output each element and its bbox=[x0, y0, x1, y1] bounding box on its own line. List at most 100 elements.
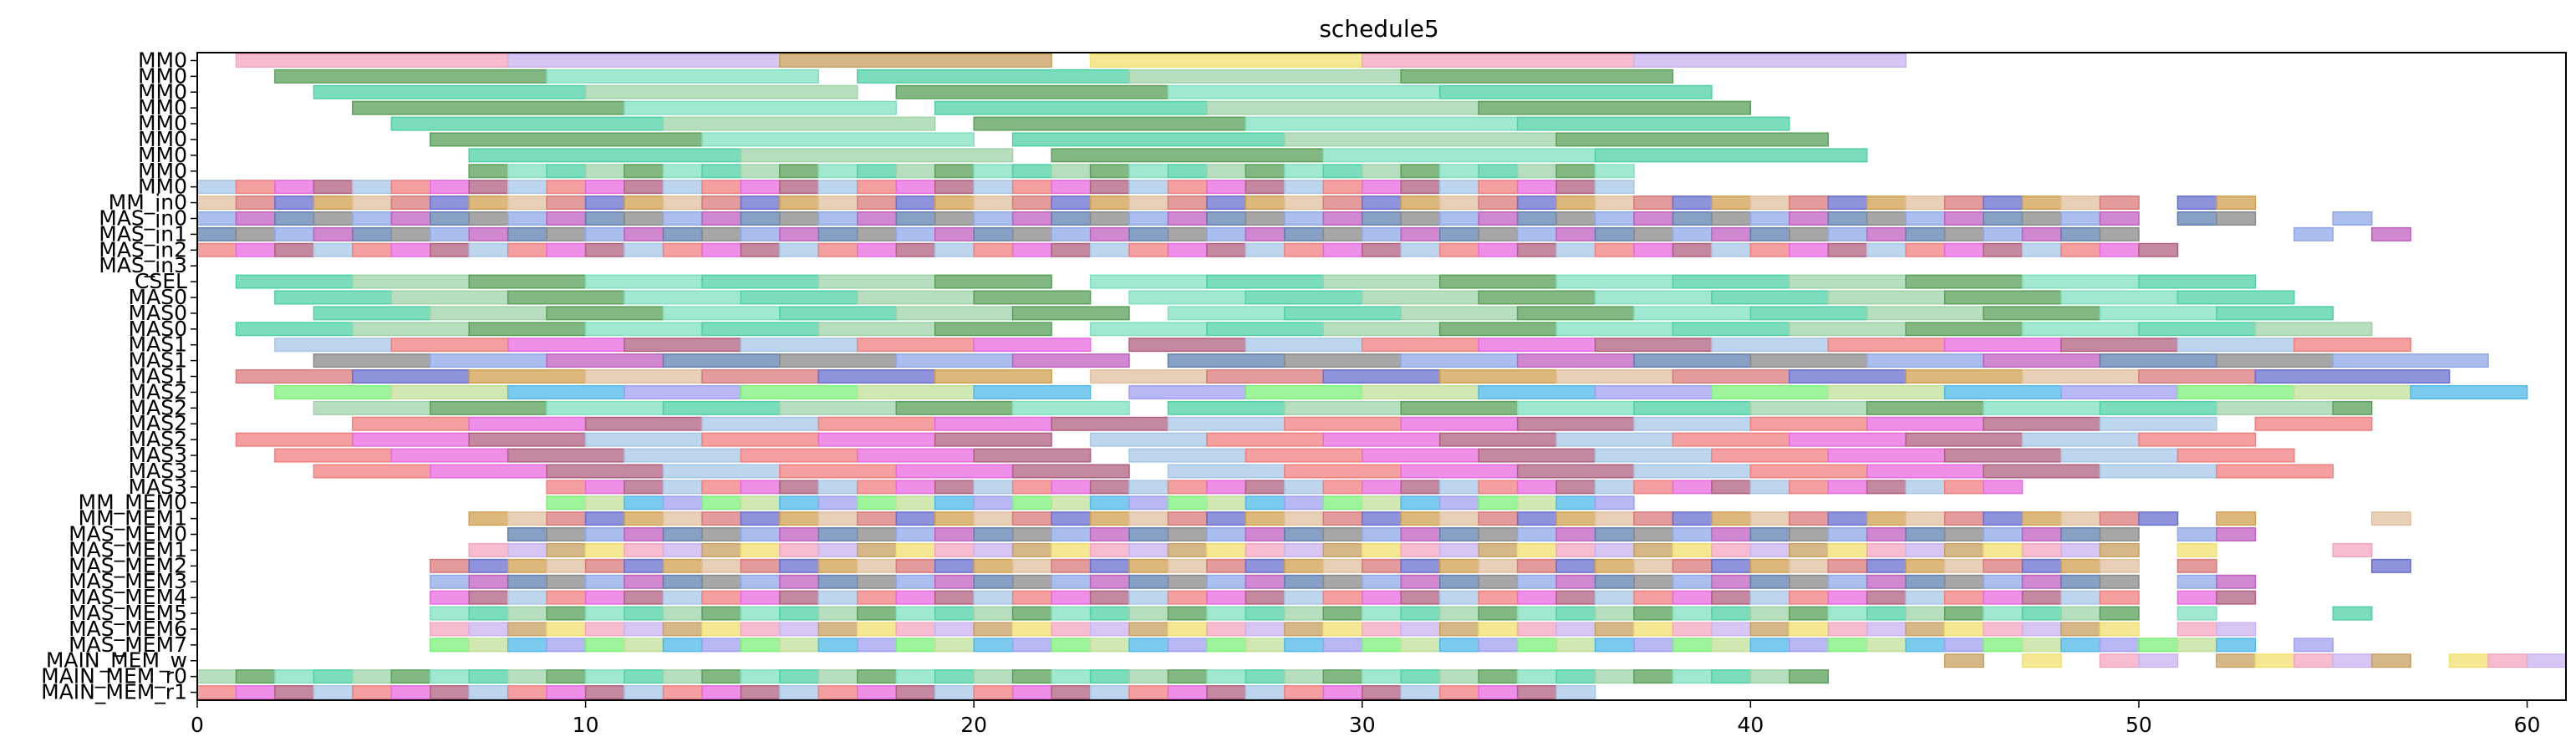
task-bar bbox=[1711, 290, 1830, 305]
task-bar bbox=[1128, 196, 1169, 211]
task-bar bbox=[235, 211, 276, 226]
task-bar bbox=[1362, 495, 1403, 511]
task-bar bbox=[1672, 480, 1713, 495]
task-bar bbox=[1905, 211, 1946, 226]
task-bar bbox=[1284, 480, 1325, 495]
task-bar bbox=[2216, 653, 2257, 668]
task-bar bbox=[1089, 480, 1130, 495]
task-bar bbox=[973, 226, 1014, 241]
task-bar bbox=[1206, 495, 1247, 511]
task-bar bbox=[468, 196, 509, 211]
task-bar bbox=[1711, 638, 1752, 653]
task-bar bbox=[1128, 638, 1169, 653]
task-bar bbox=[1516, 353, 1635, 368]
task-bar bbox=[1789, 196, 1830, 211]
task-bar bbox=[817, 416, 936, 431]
task-bar bbox=[507, 164, 547, 179]
task-bar bbox=[1866, 211, 1907, 226]
task-bar bbox=[430, 464, 547, 479]
task-bar bbox=[1362, 480, 1403, 495]
task-bar bbox=[1672, 622, 1713, 637]
task-bar bbox=[662, 685, 703, 700]
task-bar bbox=[1672, 638, 1713, 653]
task-bar bbox=[1245, 116, 1519, 131]
task-bar bbox=[1866, 306, 1984, 321]
task-bar bbox=[1983, 606, 2024, 621]
task-bar bbox=[934, 211, 975, 226]
task-bar bbox=[313, 226, 354, 241]
task-bar bbox=[1362, 606, 1403, 621]
task-bar bbox=[934, 369, 1052, 384]
task-bar bbox=[1672, 211, 1713, 226]
task-bar bbox=[817, 542, 858, 557]
task-bar bbox=[1400, 464, 1519, 479]
task-bar bbox=[2176, 590, 2217, 605]
task-bar bbox=[1711, 511, 1752, 526]
task-bar bbox=[1128, 606, 1169, 621]
task-bar bbox=[1711, 196, 1752, 211]
task-bar bbox=[817, 511, 858, 526]
task-bar bbox=[546, 480, 587, 495]
task-bar bbox=[1711, 542, 1752, 557]
task-bar bbox=[1789, 511, 1830, 526]
task-bar bbox=[740, 180, 781, 195]
task-bar bbox=[1555, 226, 1596, 241]
task-bar bbox=[1167, 495, 1208, 511]
task-bar bbox=[857, 226, 898, 241]
task-bar bbox=[662, 400, 781, 415]
y-tick-label: MAS2 bbox=[129, 411, 187, 435]
task-bar bbox=[1011, 495, 1052, 511]
task-bar bbox=[1905, 527, 1946, 542]
task-bar bbox=[662, 242, 703, 257]
x-tick-label: 0 bbox=[191, 713, 204, 737]
task-bar bbox=[1167, 211, 1208, 226]
task-bar bbox=[1322, 495, 1363, 511]
task-bar bbox=[1206, 590, 1247, 605]
task-bar bbox=[740, 685, 781, 700]
task-bar bbox=[740, 622, 781, 637]
task-bar bbox=[1866, 558, 1907, 573]
task-bar bbox=[1478, 226, 1519, 241]
task-bar bbox=[1167, 542, 1208, 557]
task-bar bbox=[584, 274, 703, 289]
task-bar bbox=[2370, 558, 2411, 573]
task-bar bbox=[430, 400, 547, 415]
task-bar bbox=[352, 369, 470, 384]
task-bar bbox=[2216, 400, 2334, 415]
task-bar bbox=[1943, 290, 2062, 305]
task-bar bbox=[1245, 448, 1363, 463]
task-bar bbox=[1438, 590, 1479, 605]
task-bar bbox=[1322, 638, 1363, 653]
task-bar bbox=[779, 669, 820, 684]
task-bar bbox=[857, 180, 898, 195]
y-tick-label: MAIN_MEM_r1 bbox=[41, 680, 187, 704]
task-bar bbox=[1438, 211, 1479, 226]
task-bar bbox=[1555, 590, 1596, 605]
task-bar bbox=[1516, 196, 1557, 211]
task-bar bbox=[624, 338, 742, 353]
task-bar bbox=[2370, 226, 2411, 241]
task-bar bbox=[701, 511, 742, 526]
task-bar bbox=[662, 590, 703, 605]
task-bar bbox=[662, 306, 781, 321]
task-bar bbox=[1633, 196, 1674, 211]
task-bar bbox=[468, 606, 509, 621]
task-bar bbox=[1011, 622, 1052, 637]
task-bar bbox=[1594, 180, 1635, 195]
task-bar bbox=[1478, 196, 1519, 211]
task-bar bbox=[2176, 384, 2295, 399]
task-bar bbox=[1633, 400, 1752, 415]
task-bar bbox=[740, 558, 781, 573]
task-bar bbox=[1827, 574, 1868, 589]
task-bar bbox=[1983, 622, 2024, 637]
task-bar bbox=[779, 590, 820, 605]
task-bar bbox=[973, 480, 1014, 495]
task-bar bbox=[507, 511, 547, 526]
task-bar bbox=[1167, 606, 1208, 621]
task-bar bbox=[468, 164, 509, 179]
task-bar bbox=[235, 669, 276, 684]
task-bar bbox=[1051, 416, 1169, 431]
task-bar bbox=[779, 242, 820, 257]
task-bar bbox=[1672, 242, 1713, 257]
